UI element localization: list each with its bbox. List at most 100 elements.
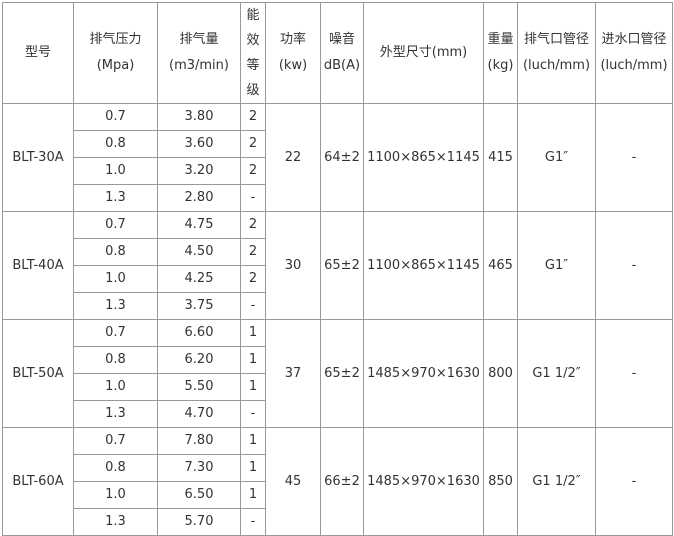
table-row: 1.3 4.70- — [3, 400, 673, 428]
flow-cell: 3.20 — [157, 157, 241, 185]
outlet-cell: G1 1/2″ — [517, 319, 596, 428]
header-label: 排气口管径 — [523, 32, 589, 47]
table-row: 0.8 3.60 2 — [3, 130, 673, 158]
header-unit: (luch/mm) — [522, 58, 591, 73]
noise-cell: 64±2 — [320, 103, 364, 212]
inlet-cell: - — [595, 103, 673, 212]
efficiency-cell: 1 — [240, 454, 266, 482]
flow-cell: 3.80 — [157, 103, 241, 131]
outlet-cell: G1″ — [517, 103, 596, 212]
pressure-cell: 0.7 — [73, 103, 158, 131]
header-row: 型号 排气压力 (Mpa) 排气量 (m3/min) 能效等级 功率 (kw) 噪音 dB(A) 外… — [2, 2, 673, 104]
column-header: 排气压力 (Mpa) — [73, 2, 158, 104]
pressure-cell: 1.3 — [73, 292, 158, 320]
pressure-cell: 1.0 — [73, 373, 158, 401]
table-row: BLT-30A 0.7 3.80 2 22 64±2 1100×865×1145 415 G1″… — [2, 103, 673, 212]
weight-cell: 850 — [483, 427, 518, 536]
table-row: 0.8 4.50 2 — [3, 238, 673, 266]
header-unit: (Mpa) — [96, 58, 135, 73]
header-label: 外型尺寸(mm) — [379, 45, 468, 60]
efficiency-cell: 2 — [240, 211, 266, 239]
flow-cell: 4.75 — [157, 211, 241, 239]
column-header: 排气量 (m3/min) — [157, 2, 241, 104]
header-label: 进水口管径 — [601, 32, 667, 47]
header-label: 噪音 — [328, 32, 355, 47]
inlet-cell: - — [595, 211, 673, 320]
power-cell: 22 — [265, 103, 321, 212]
pressure-cell: 1.3 — [73, 508, 158, 536]
noise-cell: 65±2 — [320, 211, 364, 320]
flow-cell: 4.50 — [157, 238, 241, 266]
table-row: BLT-50A 0.7 6.60 1 37 65±2 1485×970×1630 800 G1 … — [2, 319, 673, 428]
pressure-cell: 1.0 — [73, 481, 158, 509]
header-unit: (kw) — [278, 58, 308, 73]
table-row: 1.3 2.80- — [3, 184, 673, 212]
pressure-cell: 0.8 — [73, 238, 158, 266]
flow-cell: 7.30 — [157, 454, 241, 482]
table-row: 1.0 6.50 1 — [3, 481, 673, 509]
efficiency-cell: 2 — [240, 157, 266, 185]
efficiency-cell: 2 — [240, 130, 266, 158]
pressure-cell: 0.8 — [73, 454, 158, 482]
header-unit: (kg) — [487, 58, 514, 73]
power-cell: 30 — [265, 211, 321, 320]
flow-cell: 3.60 — [157, 130, 241, 158]
column-header: 能效等级 — [240, 2, 266, 104]
power-cell: 37 — [265, 319, 321, 428]
header-unit: (m3/min) — [169, 58, 229, 73]
table-row: BLT-60A 0.7 7.80 1 45 66±2 1485×970×1630 850 G1 … — [2, 427, 673, 536]
efficiency-cell: 2 — [240, 238, 266, 266]
flow-cell: 5.70 — [157, 508, 241, 536]
efficiency-cell: 1 — [240, 373, 266, 401]
outlet-cell: G1″ — [517, 211, 596, 320]
model-cell: BLT-50A — [2, 319, 74, 428]
pressure-cell: 1.3 — [73, 184, 158, 212]
flow-cell: 4.70 — [157, 400, 241, 428]
efficiency-cell: 1 — [240, 481, 266, 509]
efficiency-cell: - — [240, 400, 266, 428]
flow-cell: 2.80 — [157, 184, 241, 212]
efficiency-cell: - — [240, 184, 266, 212]
noise-cell: 66±2 — [320, 427, 364, 536]
noise-cell: 65±2 — [320, 319, 364, 428]
pressure-cell: 0.7 — [73, 319, 158, 347]
model-cell: BLT-40A — [2, 211, 74, 320]
weight-cell: 800 — [483, 319, 518, 428]
pressure-cell: 1.0 — [73, 265, 158, 293]
weight-cell: 465 — [483, 211, 518, 320]
column-header: 功率 (kw) — [265, 2, 321, 104]
efficiency-cell: 2 — [240, 265, 266, 293]
column-header: 进水口管径 (luch/mm) — [595, 2, 673, 104]
efficiency-cell: - — [240, 508, 266, 536]
header-label: 能效等级 — [246, 8, 260, 98]
weight-cell: 415 — [483, 103, 518, 212]
outlet-cell: G1 1/2″ — [517, 427, 596, 536]
table-row: 1.0 4.25 2 — [3, 265, 673, 293]
header-label: 型号 — [24, 45, 51, 60]
efficiency-cell: 1 — [240, 427, 266, 455]
column-header: 重量 (kg) — [483, 2, 518, 104]
header-unit: dB(A) — [323, 58, 361, 73]
size-cell: 1485×970×1630 — [363, 427, 484, 536]
flow-cell: 6.50 — [157, 481, 241, 509]
model-cell: BLT-30A — [2, 103, 74, 212]
pressure-cell: 0.7 — [73, 211, 158, 239]
inlet-cell: - — [595, 319, 673, 428]
flow-cell: 5.50 — [157, 373, 241, 401]
table-row: 0.8 6.20 1 — [3, 346, 673, 374]
pressure-cell: 1.3 — [73, 400, 158, 428]
flow-cell: 6.20 — [157, 346, 241, 374]
column-header: 噪音 dB(A) — [320, 2, 364, 104]
size-cell: 1485×970×1630 — [363, 319, 484, 428]
efficiency-cell: 2 — [240, 103, 266, 131]
flow-cell: 3.75 — [157, 292, 241, 320]
flow-cell: 6.60 — [157, 319, 241, 347]
header-label: 排气压力 — [89, 32, 142, 47]
header-unit: (luch/mm) — [600, 58, 668, 73]
column-header: 型号 — [2, 2, 74, 104]
efficiency-cell: - — [240, 292, 266, 320]
efficiency-cell: 1 — [240, 319, 266, 347]
column-header: 外型尺寸(mm) — [363, 2, 484, 104]
model-cell: BLT-60A — [2, 427, 74, 536]
